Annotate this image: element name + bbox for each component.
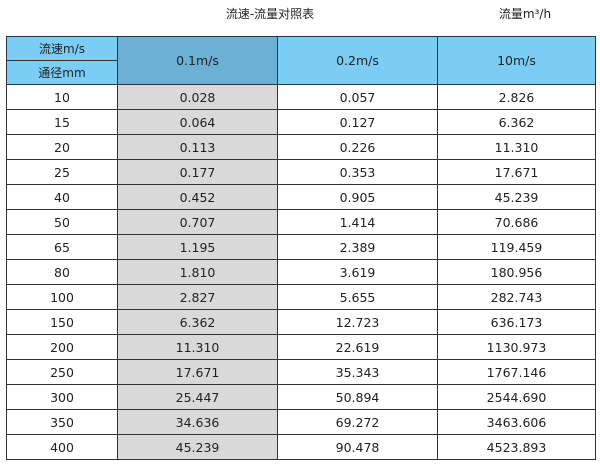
- flow-table: 流速m/s 0.1m/s 0.2m/s 10m/s 通径mm 10 0.028 0.…: [6, 36, 596, 460]
- flow-cell: 2544.690: [437, 384, 596, 410]
- flow-cell: 3463.606: [437, 409, 596, 435]
- flow-cell: 0.452: [117, 184, 278, 210]
- flow-cell: 0.028: [117, 84, 278, 110]
- flow-cell: 0.707: [117, 209, 278, 235]
- flow-cell: 3.619: [277, 259, 438, 285]
- flow-cell: 0.177: [117, 159, 278, 185]
- flow-cell: 0.905: [277, 184, 438, 210]
- flow-cell: 2.389: [277, 234, 438, 260]
- table-row: 250 17.671 35.343 1767.146: [6, 359, 596, 385]
- flow-cell: 0.057: [277, 84, 438, 110]
- flow-cell: 17.671: [437, 159, 596, 185]
- diameter-cell: 40: [6, 184, 118, 210]
- flow-cell: 17.671: [117, 359, 278, 385]
- table-row: 80 1.810 3.619 180.956: [6, 259, 596, 285]
- flow-cell: 22.619: [277, 334, 438, 360]
- flow-cell: 1.414: [277, 209, 438, 235]
- header-col-2[interactable]: 0.2m/s: [277, 36, 438, 85]
- flow-cell: 25.447: [117, 384, 278, 410]
- table-row: 40 0.452 0.905 45.239: [6, 184, 596, 210]
- flow-cell: 636.173: [437, 309, 596, 335]
- flow-cell: 2.826: [437, 84, 596, 110]
- diameter-cell: 65: [6, 234, 118, 260]
- table-row: 200 11.310 22.619 1130.973: [6, 334, 596, 360]
- header-diameter-label: 通径mm: [6, 60, 118, 85]
- diameter-cell: 50: [6, 209, 118, 235]
- diameter-cell: 15: [6, 109, 118, 135]
- flow-cell: 1.810: [117, 259, 278, 285]
- diameter-cell: 200: [6, 334, 118, 360]
- flow-cell: 0.127: [277, 109, 438, 135]
- flow-cell: 69.272: [277, 409, 438, 435]
- table-row: 20 0.113 0.226 11.310: [6, 134, 596, 160]
- flow-cell: 12.723: [277, 309, 438, 335]
- flow-cell: 45.239: [117, 434, 278, 460]
- flow-cell: 0.226: [277, 134, 438, 160]
- flow-cell: 6.362: [117, 309, 278, 335]
- flow-cell: 1130.973: [437, 334, 596, 360]
- flow-cell: 5.655: [277, 284, 438, 310]
- flow-cell: 282.743: [437, 284, 596, 310]
- table-row: 15 0.064 0.127 6.362: [6, 109, 596, 135]
- diameter-cell: 80: [6, 259, 118, 285]
- flow-cell: 2.827: [117, 284, 278, 310]
- diameter-cell: 25: [6, 159, 118, 185]
- table-row: 150 6.362 12.723 636.173: [6, 309, 596, 335]
- diameter-cell: 20: [6, 134, 118, 160]
- flow-cell: 180.956: [437, 259, 596, 285]
- flow-cell: 50.894: [277, 384, 438, 410]
- diameter-cell: 250: [6, 359, 118, 385]
- header-col-3[interactable]: 10m/s: [437, 36, 596, 85]
- flow-cell: 11.310: [117, 334, 278, 360]
- header-col-1[interactable]: 0.1m/s: [117, 36, 278, 85]
- flow-cell: 11.310: [437, 134, 596, 160]
- header-speed-label: 流速m/s: [6, 36, 118, 61]
- flow-cell: 4523.893: [437, 434, 596, 460]
- diameter-cell: 400: [6, 434, 118, 460]
- table-row: 65 1.195 2.389 119.459: [6, 234, 596, 260]
- table-row: 50 0.707 1.414 70.686: [6, 209, 596, 235]
- flow-cell: 1767.146: [437, 359, 596, 385]
- table-row: 100 2.827 5.655 282.743: [6, 284, 596, 310]
- flow-cell: 6.362: [437, 109, 596, 135]
- flow-cell: 70.686: [437, 209, 596, 235]
- flow-cell: 119.459: [437, 234, 596, 260]
- flow-cell: 0.353: [277, 159, 438, 185]
- flow-cell: 90.478: [277, 434, 438, 460]
- table-title: 流速-流量对照表: [225, 7, 315, 21]
- flow-cell: 35.343: [277, 359, 438, 385]
- diameter-cell: 10: [6, 84, 118, 110]
- table-row: 25 0.177 0.353 17.671: [6, 159, 596, 185]
- unit-label: 流量m³/h: [498, 7, 552, 21]
- table-row: 10 0.028 0.057 2.826: [6, 84, 596, 110]
- diameter-cell: 300: [6, 384, 118, 410]
- flow-cell: 0.113: [117, 134, 278, 160]
- diameter-cell: 100: [6, 284, 118, 310]
- diameter-cell: 350: [6, 409, 118, 435]
- table-row: 350 34.636 69.272 3463.606: [6, 409, 596, 435]
- table-row: 300 25.447 50.894 2544.690: [6, 384, 596, 410]
- flow-cell: 45.239: [437, 184, 596, 210]
- flow-cell: 34.636: [117, 409, 278, 435]
- table-row: 400 45.239 90.478 4523.893: [6, 434, 596, 460]
- flow-cell: 0.064: [117, 109, 278, 135]
- diameter-cell: 150: [6, 309, 118, 335]
- flow-cell: 1.195: [117, 234, 278, 260]
